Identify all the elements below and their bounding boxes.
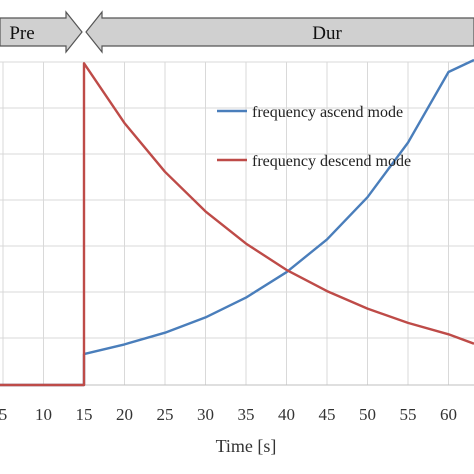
x-tick-label: 5 bbox=[0, 405, 7, 424]
x-tick-label: 10 bbox=[35, 405, 52, 424]
phase-label-pre: Pre bbox=[9, 23, 34, 44]
x-tick-label: 55 bbox=[400, 405, 417, 424]
phase-bar: Pre Dur bbox=[0, 10, 474, 54]
legend-label: frequency descend mode bbox=[252, 153, 411, 170]
x-tick-label: 15 bbox=[76, 405, 93, 424]
x-tick-label: 50 bbox=[359, 405, 376, 424]
legend-label: frequency ascend mode bbox=[252, 104, 403, 121]
phase-label-dur: Dur bbox=[312, 23, 342, 44]
x-tick-label: 25 bbox=[157, 405, 174, 424]
chart-legend: frequency ascend mode frequency descend m… bbox=[217, 104, 411, 170]
x-tick-label: 40 bbox=[278, 405, 295, 424]
x-axis-ticks: 5 10 15 20 25 30 35 40 45 50 55 60 bbox=[0, 405, 457, 424]
phase-arrow-dur bbox=[85, 10, 474, 54]
x-tick-label: 45 bbox=[319, 405, 336, 424]
chart-lines bbox=[0, 58, 474, 387]
x-tick-label: 60 bbox=[440, 405, 457, 424]
x-tick-label: 30 bbox=[197, 405, 214, 424]
x-tick-label: 20 bbox=[116, 405, 133, 424]
x-tick-label: 35 bbox=[238, 405, 255, 424]
series-line-descend bbox=[0, 62, 474, 387]
x-axis-title: Time [s] bbox=[216, 436, 277, 456]
phase-arrow-pre bbox=[0, 10, 83, 54]
